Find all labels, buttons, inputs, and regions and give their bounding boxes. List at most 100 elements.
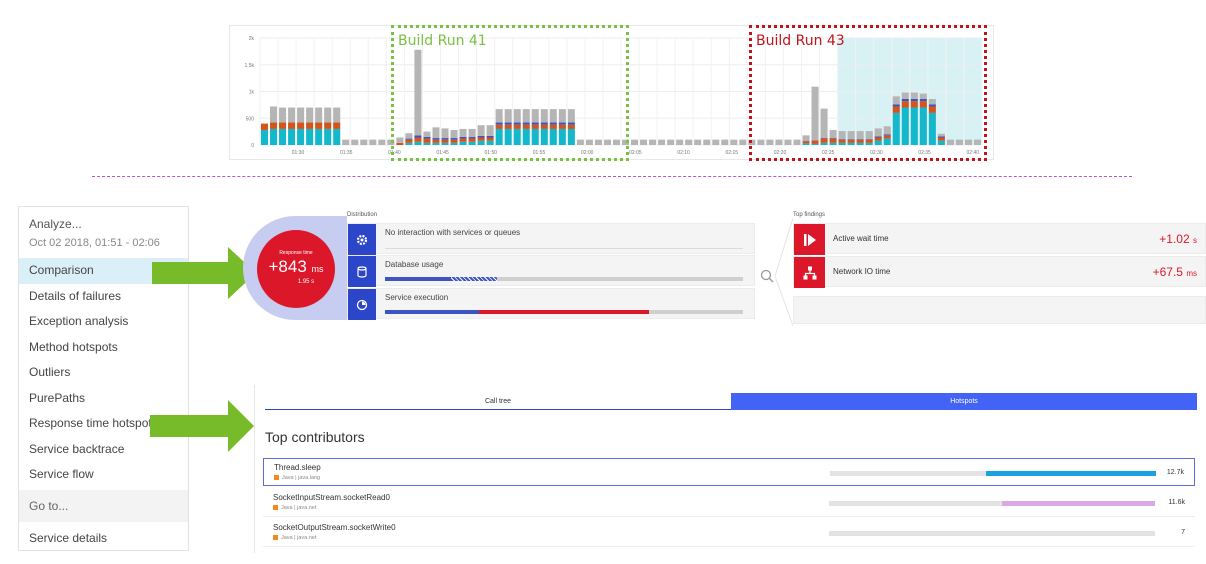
bar-segment — [522, 109, 530, 123]
bar-segment — [901, 98, 909, 102]
bar-segment — [342, 139, 350, 145]
bar-segment — [739, 139, 747, 145]
clock-icon — [348, 289, 376, 320]
tab-hotspots[interactable]: Hotspots — [731, 393, 1197, 410]
bar-segment — [504, 122, 512, 125]
bar-segment — [324, 128, 332, 145]
bar-segment — [450, 130, 458, 139]
bar-segment — [279, 128, 287, 145]
bar-segment — [504, 128, 512, 145]
bar-segment — [306, 128, 314, 145]
menu-item-exception-analysis[interactable]: Exception analysis — [29, 314, 129, 328]
contributor-row-thread-sleep[interactable]: Thread.sleep Java | java.lang 12.7k — [263, 458, 1195, 486]
bar-segment — [856, 139, 864, 143]
bar-segment — [270, 122, 278, 129]
bar-segment — [937, 140, 945, 145]
magnifier-icon[interactable] — [758, 267, 778, 287]
bar-segment — [838, 142, 846, 145]
bar-segment — [703, 139, 711, 145]
dist-row-database-label: Database usage — [385, 260, 444, 269]
bar-segment — [306, 107, 314, 123]
bar-segment — [594, 139, 602, 145]
dist-row-execution-bar — [385, 310, 743, 314]
y-tick-label: 1.5k — [245, 63, 255, 69]
top-contributors-heading: Top contributors — [265, 429, 365, 445]
y-tick-label: 500 — [246, 116, 255, 122]
bar-segment — [504, 109, 512, 123]
bar-segment — [910, 107, 918, 145]
finding-active-wait[interactable]: Active wait time +1.02 s — [793, 223, 1206, 255]
menu-item-method-hotspots[interactable]: Method hotspots — [29, 339, 118, 354]
menu-item-service-details[interactable]: Service details — [29, 530, 108, 545]
contributor-row-socket-write[interactable]: SocketOutputStream.socketWrite0 Java | j… — [263, 519, 1195, 547]
x-tick-label: 01:50 — [485, 150, 498, 156]
contributor-bar — [829, 531, 1155, 536]
menu-item-purepaths[interactable]: PurePaths — [29, 390, 86, 405]
bar-segment — [829, 130, 837, 139]
menu-item-service-flow[interactable]: Service flow — [29, 467, 94, 481]
bar-segment — [423, 131, 431, 137]
bar-segment — [297, 122, 305, 129]
bar-segment — [910, 101, 918, 108]
menu-item-outliers[interactable]: Outliers — [29, 365, 71, 379]
dist-row-services[interactable]: No interaction with services or queues — [347, 223, 755, 255]
bar-segment — [279, 107, 287, 123]
bar-segment — [477, 135, 485, 138]
contributor-row-socket-read[interactable]: SocketInputStream.socketRead0 Java | jav… — [263, 489, 1195, 517]
bar-segment — [450, 139, 458, 143]
menu-item-service-backtrace[interactable]: Service backtrace — [29, 441, 125, 456]
bar-segment — [486, 125, 494, 136]
finding-network-io-number: +67.5 — [1152, 265, 1183, 279]
bar-segment — [297, 128, 305, 145]
bar-segment — [865, 131, 873, 140]
bar-segment — [414, 137, 422, 142]
finding-active-wait-value: +1.02 s — [1159, 232, 1197, 246]
bar-segment — [910, 92, 918, 99]
bar-segment — [649, 139, 657, 145]
bar-segment — [874, 137, 882, 141]
tab-call-tree[interactable]: Call tree — [265, 393, 731, 410]
bar-segment — [405, 142, 413, 145]
y-tick-label: 2k — [249, 36, 255, 42]
bar-segment — [721, 139, 729, 145]
x-tick-label: 02:25 — [822, 150, 835, 156]
network-icon — [794, 257, 825, 288]
bar-segment — [441, 128, 449, 139]
response-time-label: Response time — [279, 250, 313, 256]
bar-segment — [856, 131, 864, 140]
contributor-name: SocketInputStream.socketRead0 — [273, 493, 390, 502]
bar-segment — [324, 122, 332, 129]
x-tick-label: 02:20 — [774, 150, 787, 156]
bar-segment — [324, 107, 332, 123]
bar-segment — [784, 139, 792, 145]
x-tick-label: 02:15 — [726, 150, 739, 156]
menu-item-response-time-hotspots[interactable]: Response time hotspots — [29, 416, 158, 430]
bar-segment — [531, 109, 539, 123]
bar-segment — [459, 141, 467, 145]
bar-segment — [441, 142, 449, 145]
response-time-badge[interactable]: Response time +843 ms 1.95 s — [257, 230, 335, 308]
dist-row-execution[interactable]: Service execution — [347, 288, 755, 320]
bar-segment — [405, 139, 413, 143]
bar-segment — [495, 122, 503, 125]
bar-segment — [513, 128, 521, 145]
bar-segment — [901, 92, 909, 99]
bar-segment — [540, 122, 548, 125]
bar-segment — [495, 124, 503, 129]
finding-network-io[interactable]: Network IO time +67.5 ms — [793, 256, 1206, 288]
dist-row-database[interactable]: Database usage — [347, 255, 755, 287]
bar-segment — [685, 139, 693, 145]
bar-segment — [802, 141, 810, 144]
bar-segment — [567, 109, 575, 123]
build-run-43-label: Build Run 43 — [756, 33, 845, 49]
x-tick-label: 02:10 — [677, 150, 690, 156]
bar-segment — [315, 122, 323, 129]
bar-segment — [820, 142, 828, 145]
bar-segment — [540, 124, 548, 129]
arrow-comparison-icon — [152, 247, 256, 299]
bar-segment — [414, 135, 422, 138]
menu-item-details-of-failures[interactable]: Details of failures — [29, 288, 122, 303]
bar-segment — [522, 124, 530, 129]
bar-segment — [270, 106, 278, 123]
bar-segment — [549, 124, 557, 129]
